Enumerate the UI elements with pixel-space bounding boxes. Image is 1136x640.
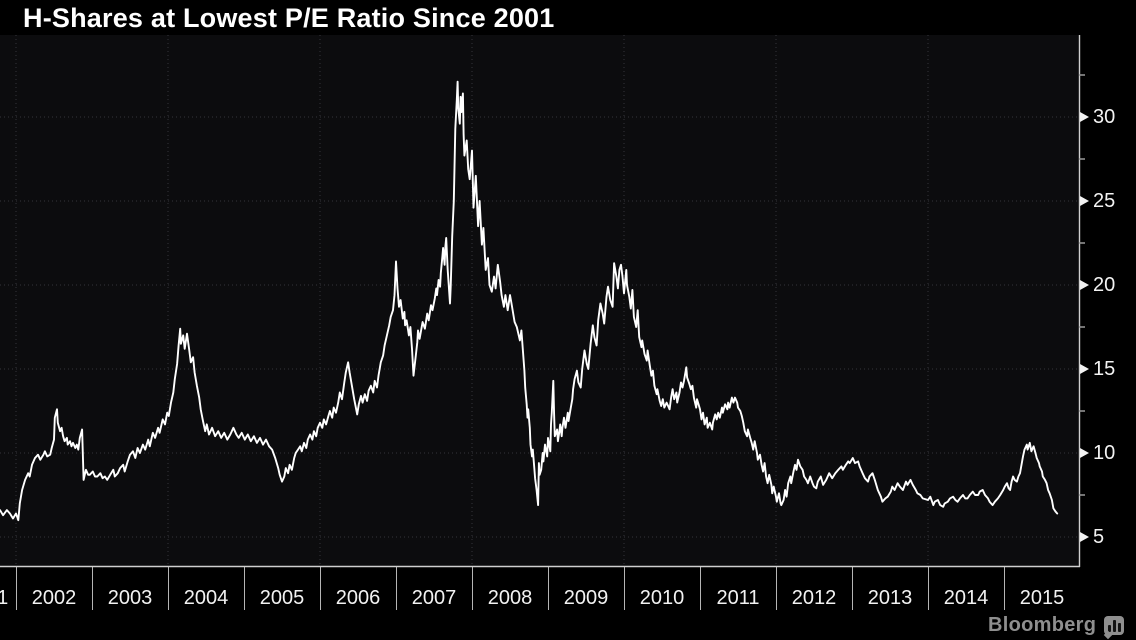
x-axis-label-2015: 2015 [1019,587,1065,609]
plot-background [0,35,1079,566]
x-axis-label-2013: 2013 [867,587,913,609]
y-axis-label: 20 [1093,274,1116,296]
pe-ratio-series-line [0,80,1059,522]
x-axis-label-2012: 2012 [791,587,837,609]
y-tick-arrow-icon [1080,364,1089,374]
y-axis-label: 15 [1093,358,1116,380]
y-tick-arrow-icon [1080,532,1089,542]
x-axis-label-2002: 2002 [31,587,77,609]
x-axis-label-2011: 2011 [716,587,760,609]
y-axis-label: 5 [1093,526,1105,548]
x-axis-label-2004: 2004 [183,587,229,609]
y-axis-label: 10 [1093,442,1116,464]
bloomberg-logo-text: Bloomberg [988,614,1097,636]
x-axis-label-2008: 2008 [487,587,533,609]
y-tick-arrow-icon [1080,196,1089,206]
x-axis-label-2003: 2003 [107,587,153,609]
x-axis-label-2010: 2010 [639,587,685,609]
y-tick-arrow-icon [1080,448,1089,458]
x-axis-label-2001: 2001 [0,587,9,609]
bloomberg-branding: Bloomberg [988,614,1125,637]
y-tick-arrow-icon [1080,280,1089,290]
chart-title: H-Shares at Lowest P/E Ratio Since 2001 [23,3,555,33]
y-tick-arrow-icon [1080,112,1089,122]
x-axis-label-2006: 2006 [335,587,381,609]
y-axis-label: 25 [1093,190,1116,212]
x-axis-label-2009: 2009 [563,587,609,609]
bloomberg-bar-chart-icon [1104,616,1125,635]
y-axis-label: 30 [1093,106,1116,128]
x-axis-label-2014: 2014 [943,587,989,609]
x-axis-label-2007: 2007 [411,587,457,609]
x-axis-label-2005: 2005 [259,587,305,609]
